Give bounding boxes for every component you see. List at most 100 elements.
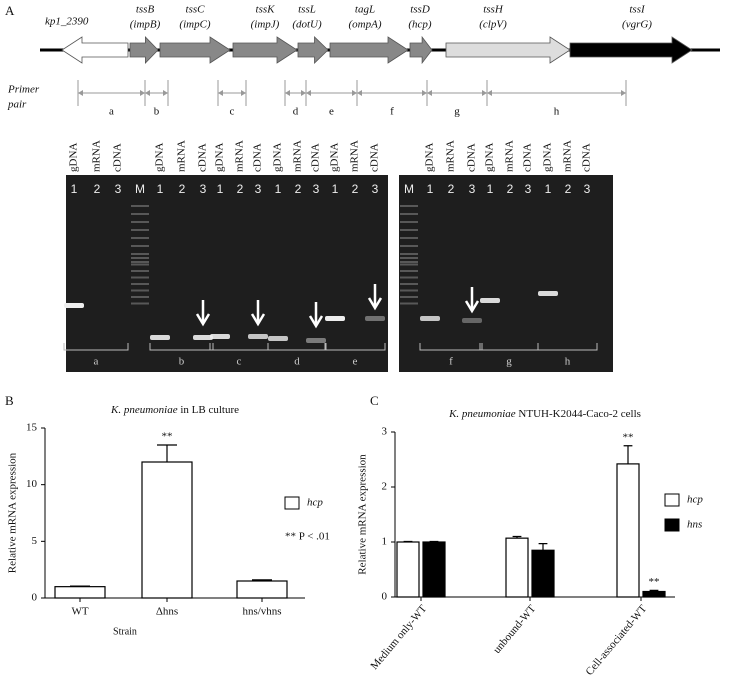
primer-label: pair <box>7 99 27 111</box>
chart-title: K. pneumoniae NTUH-K2044-Caco-2 cells <box>448 408 641 420</box>
bar <box>236 580 288 599</box>
x-tick-label: Cell-associated-WT <box>583 603 649 678</box>
gene-arrow <box>159 36 231 64</box>
lane-bracket <box>63 343 129 351</box>
dna-band <box>462 318 482 323</box>
legend-swatch <box>284 496 300 510</box>
gene-name: tssK <box>256 4 276 16</box>
lane-header: mRNA <box>349 140 361 172</box>
lane-header: cDNA <box>112 143 124 172</box>
error-bar <box>538 543 548 551</box>
ladder-band <box>400 221 418 223</box>
primer-pair: h <box>565 356 571 368</box>
significance: ** <box>162 431 173 443</box>
legend-swatch <box>664 518 680 532</box>
x-tick-label: hns/vhns <box>242 606 281 618</box>
panel-label: A <box>5 3 15 18</box>
note: ** P < .01 <box>285 531 330 543</box>
ladder-band <box>400 302 418 305</box>
gene-alias: (dotU) <box>292 19 322 31</box>
y-tick-label: 0 <box>382 591 388 603</box>
arrowhead <box>427 90 432 96</box>
lane-number: 3 <box>584 182 591 196</box>
lane-number: 3 <box>255 182 262 196</box>
error-bar <box>649 589 659 592</box>
dna-band <box>365 316 385 321</box>
primer-pair: d <box>293 106 299 118</box>
panel-label: C <box>370 393 379 408</box>
lane-number: M <box>135 182 145 196</box>
lane-number: 2 <box>295 182 302 196</box>
arrowhead <box>78 90 83 96</box>
lane-header: mRNA <box>504 140 516 172</box>
legend-label: hcp <box>687 494 703 506</box>
primer-pair: f <box>449 356 453 368</box>
ladder-band <box>131 205 149 207</box>
arrowhead <box>241 90 246 96</box>
gene-arrow <box>232 36 298 64</box>
primer-pair: e <box>353 356 358 368</box>
dna-band <box>325 316 345 321</box>
gene-alias: (vgrG) <box>622 19 652 31</box>
gene-arrow <box>129 36 159 64</box>
gel-arrow <box>367 297 383 311</box>
gene-name: tssB <box>136 4 155 16</box>
lane-header: gDNA <box>214 143 226 172</box>
primer-label: Primer <box>7 84 40 96</box>
lane-number: 3 <box>313 182 320 196</box>
gene-arrow <box>61 36 129 64</box>
arrowhead <box>218 90 223 96</box>
y-tick-label: 3 <box>382 426 388 438</box>
primer-pair: g <box>454 106 460 118</box>
gene-name: tssI <box>629 4 646 16</box>
gene-arrow <box>409 35 433 65</box>
arrowhead <box>140 90 145 96</box>
ladder-band <box>131 296 149 298</box>
ladder-band <box>400 270 418 272</box>
lane-number: 1 <box>332 182 339 196</box>
lane-number: 3 <box>115 182 122 196</box>
ladder-band <box>400 276 418 279</box>
dna-band <box>150 335 170 340</box>
lane-header: gDNA <box>424 143 436 172</box>
gene-alias: (impB) <box>130 19 161 31</box>
dna-band <box>193 335 213 340</box>
primer-pair: d <box>294 356 300 368</box>
ladder-band <box>131 289 149 292</box>
lane-header: cDNA <box>581 143 593 172</box>
y-tick-label: 15 <box>26 422 38 434</box>
gene-arrow <box>329 36 409 64</box>
chart-title-text: NTUH-K2044-Caco-2 cells <box>518 408 641 420</box>
lane-bracket <box>419 343 483 351</box>
error-bar <box>157 444 177 462</box>
x-tick-label: Δhns <box>156 606 178 618</box>
lane-header: mRNA <box>91 140 103 172</box>
arrowhead <box>422 90 427 96</box>
error-bar <box>512 535 522 539</box>
ladder-band <box>131 253 149 255</box>
dna-band <box>210 334 230 339</box>
lane-header: cDNA <box>252 143 264 172</box>
arrowhead <box>482 90 487 96</box>
bar <box>505 537 529 598</box>
ladder-band <box>131 276 149 279</box>
lane-bracket <box>149 343 214 351</box>
ladder-band <box>131 283 149 285</box>
arrowhead <box>352 90 357 96</box>
chart-title-text: in LB culture <box>180 404 239 416</box>
lane-header: mRNA <box>292 140 304 172</box>
lane-header: mRNA <box>234 140 246 172</box>
ladder-band <box>400 245 418 247</box>
lane-header: cDNA <box>310 143 322 172</box>
y-axis-label: Relative mRNA expression <box>7 452 19 573</box>
legend-swatch <box>664 493 680 507</box>
arrowhead <box>301 90 306 96</box>
lane-number: 2 <box>565 182 572 196</box>
x-tick-label: unbound-WT <box>491 603 538 656</box>
gene-arrow <box>297 36 329 64</box>
arrowhead <box>163 90 168 96</box>
dna-band <box>268 336 288 341</box>
chart-title-italic: K. pneumoniae <box>448 408 516 420</box>
gene-alias: (hcp) <box>408 19 432 31</box>
dna-band <box>64 303 84 308</box>
